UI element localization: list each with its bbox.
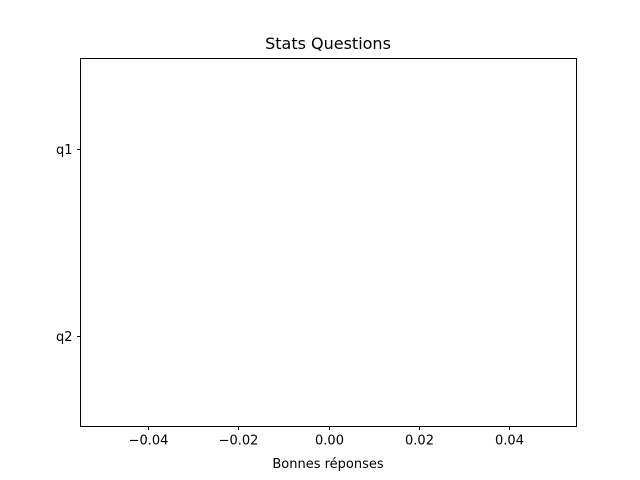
x-tick-label-2: 0.00 [315,434,344,449]
plot-frame [80,58,577,427]
y-axis: q1 q2 [56,143,81,345]
x-tick-label-0: −0.04 [129,434,169,449]
x-tick-label-3: 0.02 [405,434,434,449]
chart-title: Stats Questions [265,34,391,53]
x-tick-label-4: 0.04 [495,434,524,449]
y-tick-label-q2: q2 [56,330,73,345]
x-axis-title: Bonnes réponses [272,457,384,472]
x-axis: −0.04 −0.02 0.00 0.02 0.04 [129,426,524,449]
y-tick-label-q1: q1 [56,143,73,158]
x-tick-label-1: −0.02 [219,434,259,449]
